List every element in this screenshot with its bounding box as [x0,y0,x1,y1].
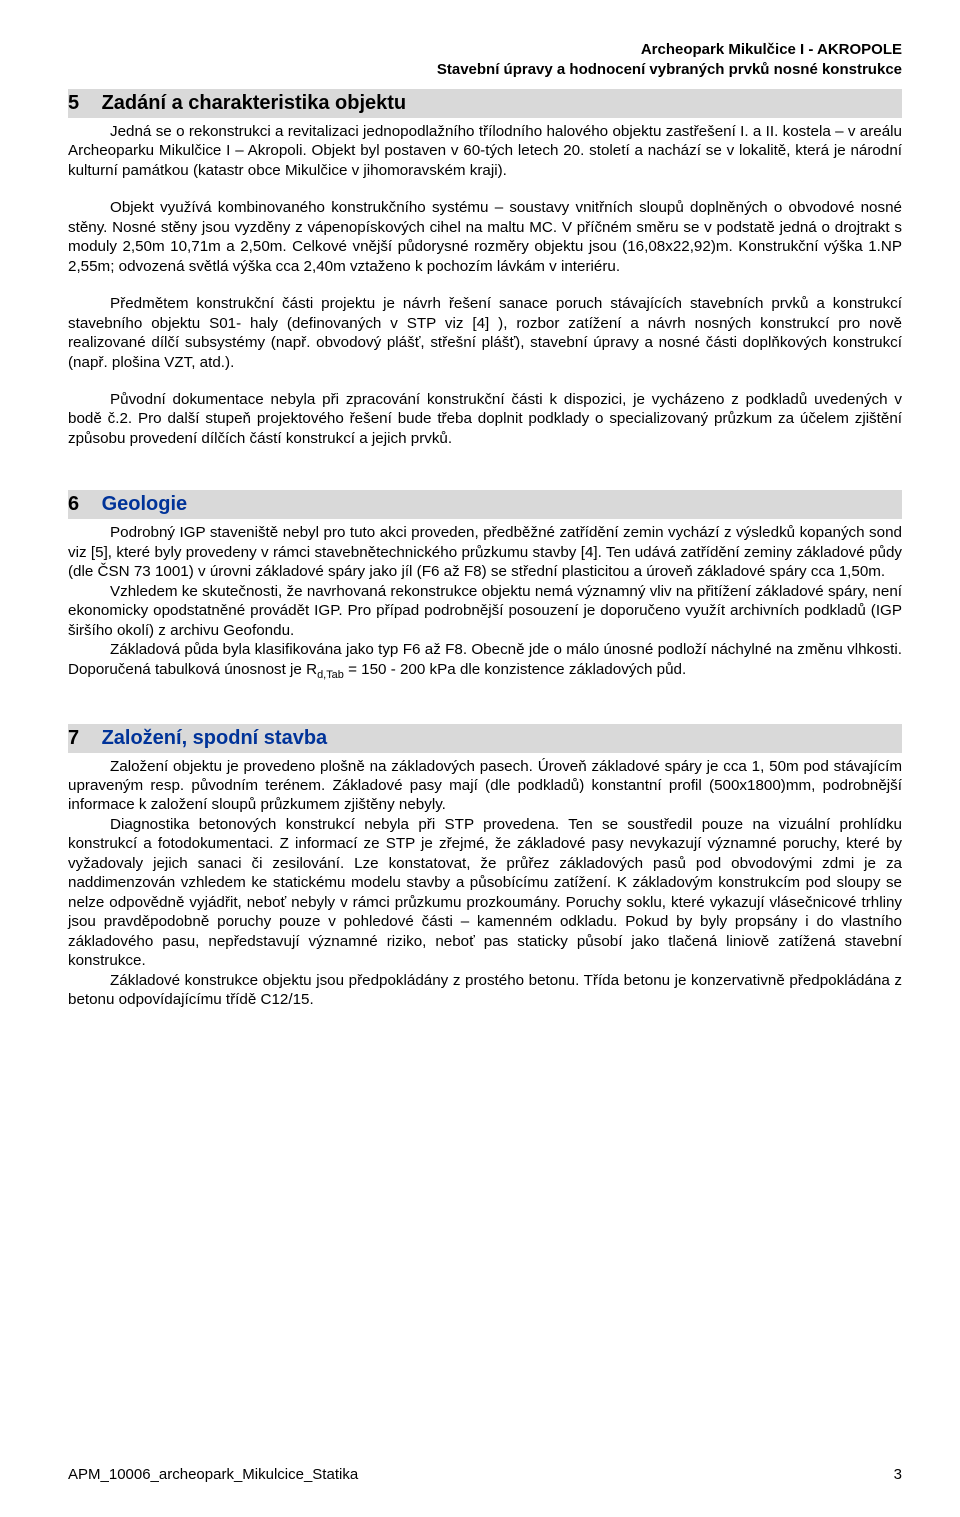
s7-para-2: Diagnostika betonových konstrukcí nebyla… [68,815,902,971]
section-5-num: 5 [68,92,96,115]
page-footer: APM_10006_archeopark_Mikulcice_Statika 3 [68,1466,902,1483]
s5-para-3: Předmětem konstrukční části projektu je … [68,294,902,372]
s5-para-2: Objekt využívá kombinovaného konstrukční… [68,198,902,276]
section-5-heading: 5 Zadání a charakteristika objektu [68,89,902,118]
section-7-heading: 7 Založení, spodní stavba [68,724,902,753]
header-line-1: Archeopark Mikulčice I - AKROPOLE [68,40,902,60]
footer-page-number: 3 [894,1466,902,1483]
header-line-2: Stavební úpravy a hodnocení vybraných pr… [68,60,902,80]
s6-p3-sub: d,Tab [317,669,344,681]
s6-para-3: Základová půda byla klasifikována jako t… [68,640,902,681]
section-6-heading: 6 Geologie [68,490,902,519]
s5-para-1: Jedná se o rekonstrukci a revitalizaci j… [68,122,902,180]
section-6-title: Geologie [102,493,188,515]
running-header: Archeopark Mikulčice I - AKROPOLE Staveb… [68,40,902,79]
s7-para-1: Založení objektu je provedeno plošně na … [68,757,902,815]
section-7-title: Založení, spodní stavba [102,727,328,749]
s7-para-3: Základové konstrukce objektu jsou předpo… [68,971,902,1010]
s6-p3-b: = 150 - 200 kPa dle konzistence základov… [344,661,686,678]
s6-para-2: Vzhledem ke skutečnosti, že navrhovaná r… [68,582,902,640]
footer-filename: APM_10006_archeopark_Mikulcice_Statika [68,1466,358,1483]
s5-para-4: Původní dokumentace nebyla při zpracován… [68,390,902,448]
section-7-num: 7 [68,727,96,750]
section-6-num: 6 [68,493,96,516]
section-5-title: Zadání a charakteristika objektu [102,92,407,114]
s6-para-1: Podrobný IGP staveniště nebyl pro tuto a… [68,523,902,581]
